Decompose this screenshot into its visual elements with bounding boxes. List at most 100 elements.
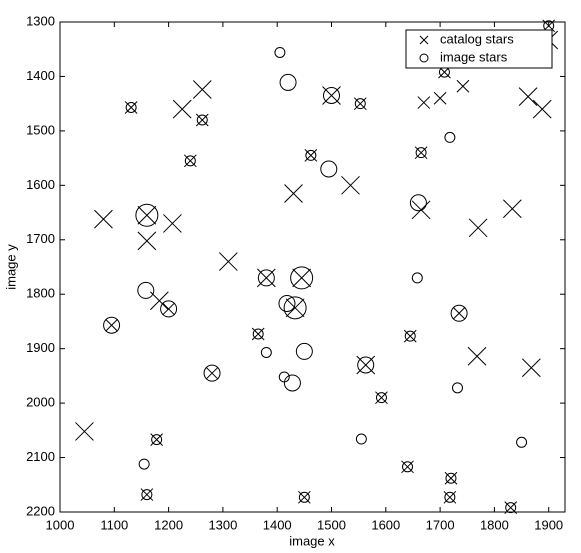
y-tick-label: 1300 — [26, 13, 55, 28]
catalog-marker — [444, 471, 458, 485]
y-tick-label: 1500 — [26, 122, 55, 137]
y-tick-label: 2100 — [26, 449, 55, 464]
y-axis-label: image y — [3, 244, 18, 290]
catalog-marker — [172, 99, 192, 119]
image-marker — [298, 491, 310, 503]
catalog-marker — [195, 113, 209, 127]
catalog-marker — [433, 91, 447, 105]
image-marker — [196, 114, 208, 126]
legend-symbol — [419, 53, 429, 63]
catalog-marker — [414, 146, 428, 160]
x-tick-label: 1200 — [154, 517, 183, 532]
y-tick-label: 2000 — [26, 395, 55, 410]
image-marker — [444, 491, 456, 503]
y-tick-label: 1700 — [26, 231, 55, 246]
x-tick-label: 1400 — [263, 517, 292, 532]
catalog-marker — [75, 422, 94, 441]
image-marker — [516, 436, 528, 448]
y-tick-label: 1400 — [26, 68, 55, 83]
catalog-marker — [504, 501, 518, 514]
image-marker — [260, 346, 272, 358]
image-marker — [402, 461, 414, 473]
catalog-marker — [292, 268, 311, 288]
catalog-marker — [150, 291, 169, 311]
catalog-marker — [521, 358, 541, 378]
legend-label: catalog stars — [440, 31, 514, 46]
catalog-marker — [163, 214, 182, 233]
x-tick-label: 1100 — [100, 517, 128, 532]
image-marker — [278, 294, 296, 312]
image-marker — [445, 472, 457, 484]
catalog-marker — [375, 391, 388, 405]
catalog-marker — [205, 366, 219, 380]
image-marker — [404, 330, 416, 342]
image-marker — [283, 374, 301, 392]
catalog-marker — [401, 460, 414, 474]
catalog-marker — [353, 97, 367, 111]
image-marker — [283, 296, 307, 320]
catalog-marker — [502, 199, 522, 219]
image-marker — [354, 98, 366, 110]
x-tick-label: 1900 — [534, 517, 563, 532]
image-marker — [141, 489, 153, 501]
image-marker — [184, 155, 196, 167]
x-tick-label: 1700 — [426, 517, 455, 532]
image-marker — [103, 316, 121, 334]
catalog-marker — [105, 318, 118, 332]
y-tick-label: 1800 — [26, 286, 55, 301]
image-marker — [135, 203, 159, 227]
catalog-marker — [443, 490, 457, 504]
image-marker — [252, 328, 264, 340]
image-marker — [357, 356, 375, 374]
image-marker — [451, 382, 463, 394]
catalog-marker — [456, 79, 470, 93]
catalog-marker — [251, 327, 265, 341]
image-marker — [160, 300, 178, 318]
image-marker — [411, 272, 423, 284]
image-marker — [203, 364, 221, 382]
image-marker — [444, 131, 456, 143]
catalog-marker — [150, 433, 164, 446]
image-marker — [415, 147, 427, 159]
legend-symbol — [419, 35, 429, 45]
image-marker — [125, 101, 137, 113]
catalog-marker — [192, 80, 212, 99]
image-marker — [137, 281, 155, 299]
image-marker — [355, 433, 367, 445]
y-tick-label: 1900 — [26, 340, 55, 355]
catalog-marker — [468, 218, 488, 238]
image-marker — [295, 342, 313, 360]
x-tick-label: 1600 — [371, 517, 400, 532]
plot-area — [59, 21, 566, 513]
image-marker — [151, 434, 163, 446]
catalog-marker — [403, 329, 417, 343]
catalog-marker — [284, 184, 303, 203]
catalog-marker — [417, 96, 431, 109]
legend-label: image stars — [440, 49, 508, 64]
catalog-marker — [532, 99, 552, 119]
image-marker — [450, 304, 468, 322]
catalog-marker — [518, 87, 538, 106]
catalog-marker — [94, 209, 113, 229]
catalog-marker — [341, 175, 360, 195]
image-marker — [257, 269, 275, 287]
image-marker — [279, 73, 297, 91]
image-marker — [274, 46, 286, 58]
x-tick-label: 1000 — [46, 517, 75, 532]
image-marker — [305, 149, 317, 161]
catalog-marker — [183, 154, 197, 168]
image-marker — [138, 458, 150, 470]
x-tick-label: 1800 — [480, 517, 509, 532]
image-marker — [323, 87, 341, 104]
catalog-marker — [285, 298, 305, 318]
image-marker — [290, 266, 314, 290]
catalog-marker — [137, 205, 157, 225]
y-tick-label: 1600 — [26, 177, 55, 192]
image-marker — [320, 160, 338, 178]
catalog-marker — [140, 488, 154, 501]
catalog-marker — [218, 252, 238, 271]
catalog-marker — [304, 149, 318, 162]
image-marker — [505, 502, 517, 514]
x-tick-label: 1500 — [317, 517, 346, 532]
